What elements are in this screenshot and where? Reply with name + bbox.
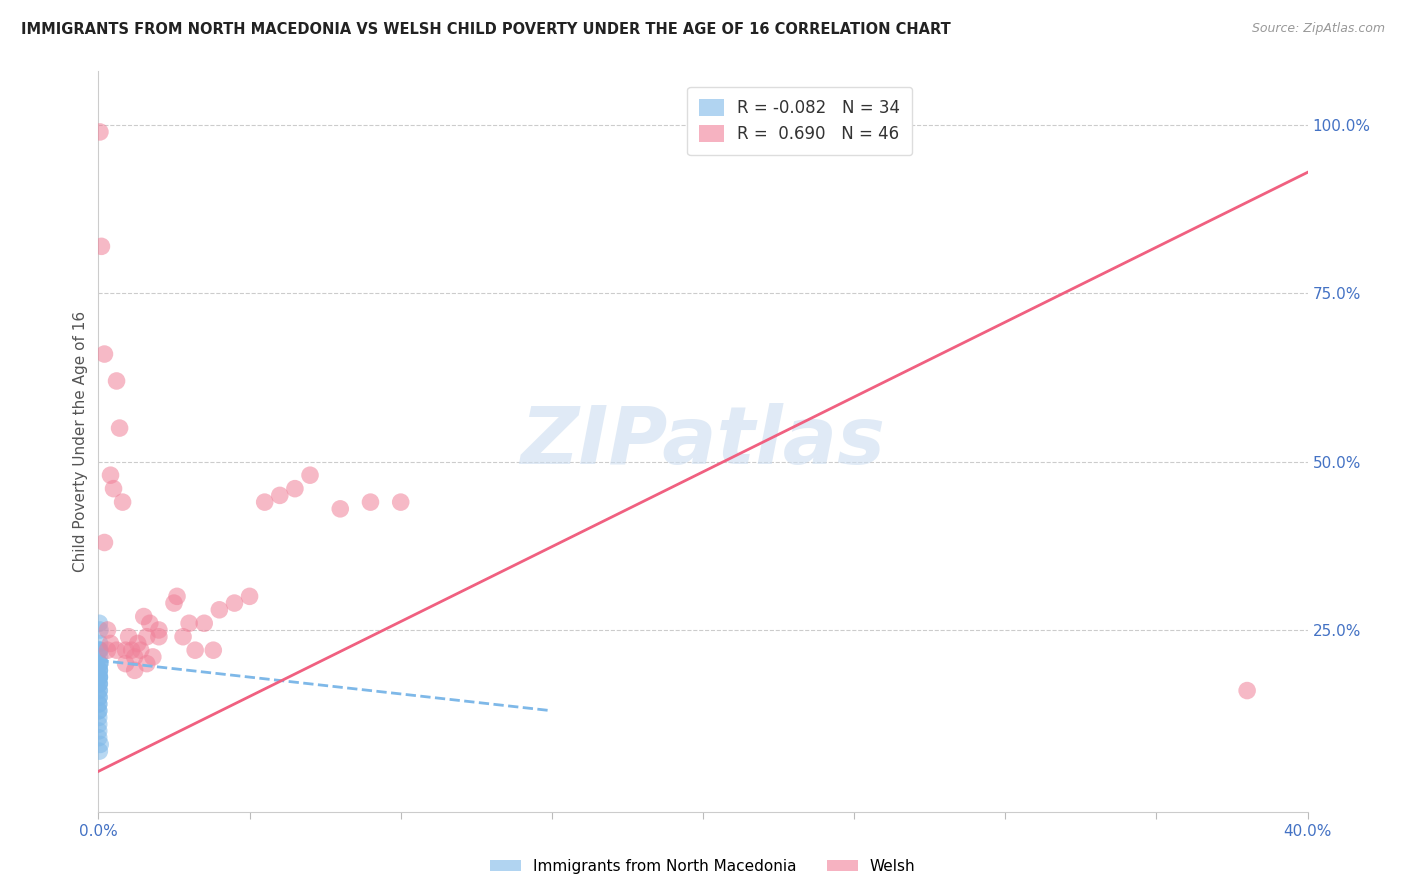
- Point: [87, 690, 110, 705]
- Point: [253, 495, 276, 509]
- Text: Source: ZipAtlas.com: Source: ZipAtlas.com: [1251, 22, 1385, 36]
- Point: [132, 609, 155, 624]
- Point: [87, 717, 110, 731]
- Point: [1236, 683, 1258, 698]
- Point: [89, 623, 111, 637]
- Point: [239, 590, 262, 604]
- Point: [114, 657, 136, 671]
- Point: [108, 421, 131, 435]
- Point: [87, 697, 110, 711]
- Point: [129, 643, 152, 657]
- Point: [89, 657, 111, 671]
- Point: [89, 683, 111, 698]
- Point: [103, 482, 125, 496]
- Point: [87, 677, 110, 691]
- Point: [87, 731, 110, 745]
- Point: [89, 664, 111, 678]
- Point: [89, 649, 111, 664]
- Point: [224, 596, 246, 610]
- Point: [89, 636, 111, 650]
- Legend: Immigrants from North Macedonia, Welsh: Immigrants from North Macedonia, Welsh: [484, 853, 922, 880]
- Point: [172, 630, 194, 644]
- Point: [93, 347, 115, 361]
- Point: [87, 704, 110, 718]
- Point: [118, 630, 141, 644]
- Point: [89, 738, 111, 752]
- Point: [135, 630, 157, 644]
- Y-axis label: Child Poverty Under the Age of 16: Child Poverty Under the Age of 16: [73, 311, 89, 572]
- Point: [87, 710, 110, 724]
- Point: [89, 125, 111, 139]
- Point: [87, 697, 110, 711]
- Point: [329, 501, 352, 516]
- Point: [89, 664, 111, 678]
- Point: [360, 495, 382, 509]
- Point: [121, 643, 143, 657]
- Point: [124, 664, 146, 678]
- Point: [87, 704, 110, 718]
- Point: [89, 643, 111, 657]
- Point: [124, 649, 146, 664]
- Point: [389, 495, 412, 509]
- Point: [111, 495, 134, 509]
- Point: [269, 488, 291, 502]
- Point: [105, 643, 128, 657]
- Point: [89, 657, 111, 671]
- Point: [89, 670, 111, 684]
- Point: [284, 482, 307, 496]
- Point: [127, 636, 149, 650]
- Text: ZIPatlas: ZIPatlas: [520, 402, 886, 481]
- Point: [89, 677, 111, 691]
- Point: [87, 690, 110, 705]
- Point: [87, 670, 110, 684]
- Point: [114, 643, 136, 657]
- Point: [105, 374, 128, 388]
- Point: [87, 677, 110, 691]
- Point: [299, 468, 322, 483]
- Point: [87, 723, 110, 738]
- Point: [184, 643, 207, 657]
- Point: [89, 657, 111, 671]
- Point: [166, 590, 188, 604]
- Point: [89, 616, 111, 631]
- Point: [96, 623, 118, 637]
- Point: [89, 744, 111, 758]
- Point: [89, 670, 111, 684]
- Point: [90, 239, 112, 253]
- Point: [89, 670, 111, 684]
- Point: [148, 630, 170, 644]
- Point: [142, 649, 165, 664]
- Point: [100, 468, 122, 483]
- Legend: R = -0.082   N = 34, R =  0.690   N = 46: R = -0.082 N = 34, R = 0.690 N = 46: [688, 87, 912, 155]
- Text: IMMIGRANTS FROM NORTH MACEDONIA VS WELSH CHILD POVERTY UNDER THE AGE OF 16 CORRE: IMMIGRANTS FROM NORTH MACEDONIA VS WELSH…: [21, 22, 950, 37]
- Point: [135, 657, 157, 671]
- Point: [89, 664, 111, 678]
- Point: [163, 596, 186, 610]
- Point: [89, 643, 111, 657]
- Point: [208, 603, 231, 617]
- Point: [87, 683, 110, 698]
- Point: [89, 643, 111, 657]
- Point: [93, 535, 115, 549]
- Point: [100, 636, 122, 650]
- Point: [139, 616, 162, 631]
- Point: [179, 616, 201, 631]
- Point: [202, 643, 225, 657]
- Point: [148, 623, 170, 637]
- Point: [96, 643, 118, 657]
- Point: [193, 616, 215, 631]
